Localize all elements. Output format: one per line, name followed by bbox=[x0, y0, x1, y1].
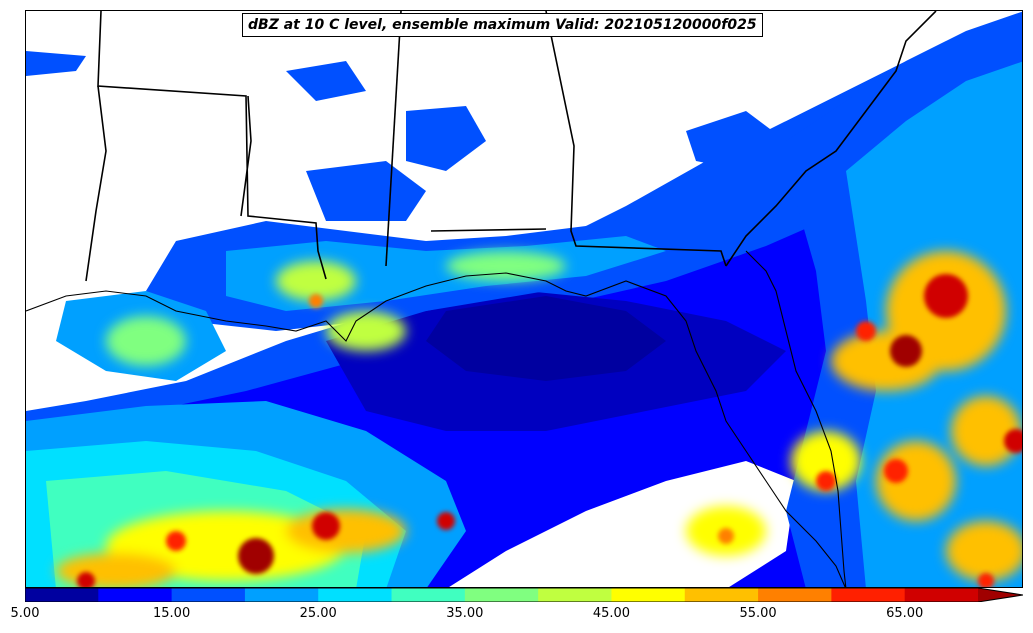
radar-map bbox=[25, 10, 1023, 588]
colorbar-bin bbox=[684, 588, 759, 602]
colorbar bbox=[25, 588, 1023, 602]
colorbar-outline bbox=[25, 588, 1023, 602]
colorbar-tick-label: 45.00 bbox=[592, 606, 631, 621]
radar-reflectivity-field bbox=[26, 11, 1022, 587]
colorbar-bin bbox=[464, 588, 539, 602]
colorbar-bin bbox=[244, 588, 319, 602]
colorbar-bin bbox=[171, 588, 246, 602]
colorbar-bin bbox=[391, 588, 466, 602]
colorbar-tick-label: 15.00 bbox=[153, 606, 191, 621]
state-boundaries bbox=[85, 11, 937, 282]
colorbar-tick-label: 65.00 bbox=[886, 606, 924, 621]
colorbar-bin bbox=[25, 588, 99, 602]
colorbar-tick-label: 25.00 bbox=[299, 606, 337, 621]
colorbar-tick-label: 55.00 bbox=[739, 606, 777, 621]
colorbar-bin bbox=[538, 588, 612, 602]
colorbar-bin bbox=[318, 588, 393, 602]
colorbar-bin bbox=[904, 588, 979, 602]
colorbar-bin bbox=[611, 588, 686, 602]
reflectivity-max-cores bbox=[77, 274, 1022, 587]
reflectivity-base bbox=[26, 11, 1022, 587]
colorbar-tick-label: 5.00 bbox=[10, 606, 40, 621]
coastline bbox=[26, 250, 847, 587]
colorbar-bin bbox=[758, 588, 832, 602]
colorbar-bin bbox=[831, 588, 906, 602]
colorbar-tick-label: 35.00 bbox=[446, 606, 484, 621]
colorbar-bin bbox=[98, 588, 173, 602]
colorbar-extend-arrow bbox=[978, 588, 1023, 602]
map-title: dBZ at 10 C level, ensemble maximum Vali… bbox=[242, 13, 763, 37]
